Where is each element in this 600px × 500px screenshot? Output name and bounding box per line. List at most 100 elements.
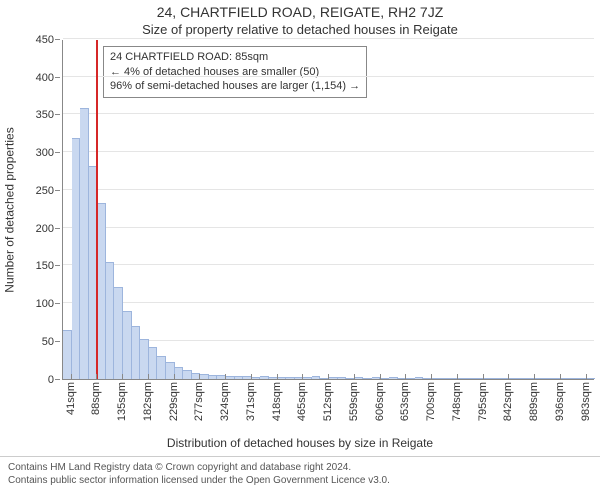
x-tick-mark [483,374,484,379]
histogram-bar [561,378,570,379]
histogram-bar [492,378,501,379]
histogram-bar [97,203,106,378]
histogram-bar [106,262,115,379]
x-tick-label: 983sqm [580,382,592,421]
gridline [63,302,594,303]
x-tick-label: 229sqm [168,382,180,421]
y-tick-label: 200 [18,223,54,235]
page-subtitle: Size of property relative to detached ho… [0,22,600,38]
x-tick-label: 559sqm [348,382,360,421]
x-tick-label: 135sqm [116,382,128,421]
histogram-bar [226,376,235,379]
histogram-bar [432,378,441,379]
gridline [63,151,594,152]
y-tick-mark [55,77,60,78]
y-tick-mark [55,39,60,40]
annotation-line: ← 4% of detached houses are smaller (50) [110,65,360,80]
y-tick-label: 250 [18,185,54,197]
histogram-bar [278,377,287,379]
y-tick-mark [55,114,60,115]
histogram-bar [123,311,132,379]
footer: Contains HM Land Registry data © Crown c… [0,456,600,487]
x-tick-mark [277,374,278,379]
x-tick-mark [508,374,509,379]
histogram-bar [483,378,492,379]
x-tick-label: 182sqm [142,382,154,421]
histogram-bar [355,377,364,379]
x-tick-mark [457,374,458,379]
plot-area: 24 CHARTFIELD ROAD: 85sqm← 4% of detache… [62,40,594,380]
x-tick-mark [71,374,72,379]
x-tick-mark [560,374,561,379]
histogram-bar [518,378,527,379]
x-tick-label: 371sqm [245,382,257,421]
histogram-bar [406,378,415,379]
histogram-bar [535,378,544,379]
x-tick-label: 88sqm [90,382,102,415]
x-tick-mark [174,374,175,379]
histogram-bar [149,347,158,379]
histogram-bar [72,138,81,378]
x-tick-label: 889sqm [528,382,540,421]
y-tick-mark [55,228,60,229]
gridline [63,113,594,114]
y-tick-label: 350 [18,109,54,121]
histogram-bar [312,376,321,378]
x-tick-mark [431,374,432,379]
histogram-bar [441,378,450,379]
x-tick-label: 512sqm [322,382,334,421]
x-tick-mark [199,374,200,379]
y-tick-label: 300 [18,147,54,159]
x-tick-label: 700sqm [425,382,437,421]
histogram-bar [157,356,166,379]
x-tick-label: 748sqm [451,382,463,421]
chart: Number of detached properties 0501001502… [0,40,600,380]
y-axis-ticks: 050100150200250300350400450 [18,40,60,380]
x-axis-label: Distribution of detached houses by size … [0,436,600,450]
histogram-bar [509,378,518,379]
histogram-bar [260,376,269,378]
x-tick-label: 936sqm [554,382,566,421]
y-tick-mark [55,152,60,153]
histogram-bar [209,375,218,379]
y-tick-mark [55,341,60,342]
histogram-bar [466,378,475,379]
x-axis-ticks: 41sqm88sqm135sqm182sqm229sqm277sqm324sqm… [62,380,594,436]
x-tick-mark [405,374,406,379]
y-tick-label: 150 [18,260,54,272]
x-tick-label: 795sqm [477,382,489,421]
y-tick-mark [55,303,60,304]
histogram-bar [132,326,141,379]
y-tick-mark [55,265,60,266]
y-axis-label: Number of detached properties [2,40,18,380]
histogram-bar [338,377,347,379]
x-tick-mark [148,374,149,379]
x-tick-mark [354,374,355,379]
y-tick-label: 100 [18,298,54,310]
x-tick-mark [225,374,226,379]
gridline [63,76,594,77]
x-tick-mark [534,374,535,379]
histogram-bar [80,108,89,378]
histogram-bar [458,378,467,379]
y-tick-label: 450 [18,34,54,46]
annotation-line: 96% of semi-detached houses are larger (… [110,79,360,94]
histogram-bar [114,287,123,379]
histogram-bar [183,370,192,379]
x-tick-label: 842sqm [502,382,514,421]
x-tick-mark [328,374,329,379]
x-tick-mark [122,374,123,379]
histogram-bar [303,377,312,379]
gridline [63,189,594,190]
y-tick-mark [55,190,60,191]
footer-line-2: Contains public sector information licen… [8,474,592,487]
annotation-line: 24 CHARTFIELD ROAD: 85sqm [110,50,360,65]
annotation-box: 24 CHARTFIELD ROAD: 85sqm← 4% of detache… [103,46,367,99]
histogram-bar [286,377,295,379]
histogram-bar [252,377,261,379]
x-tick-label: 653sqm [399,382,411,421]
histogram-bar [586,378,595,379]
histogram-bar [329,377,338,379]
y-tick-label: 400 [18,72,54,84]
histogram-bar [363,378,372,379]
